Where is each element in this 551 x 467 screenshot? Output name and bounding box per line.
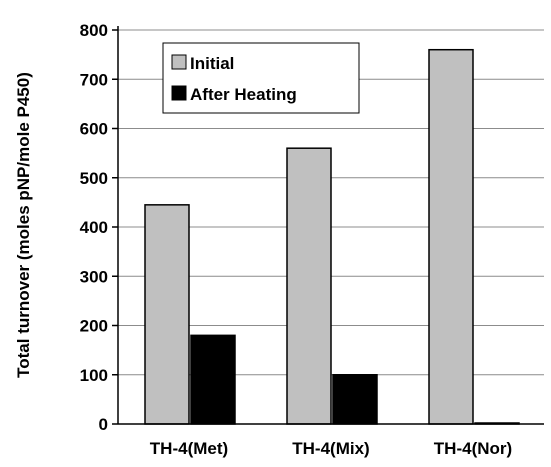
y-tick-label: 300 (80, 267, 108, 286)
y-tick-label: 400 (80, 218, 108, 237)
bar-after-heating-1 (332, 374, 378, 425)
x-tick-label: TH-4(Nor) (434, 439, 512, 458)
x-tick-label: TH-4(Met) (150, 439, 228, 458)
y-tick-label: 600 (80, 120, 108, 139)
bar-initial-0 (144, 204, 190, 425)
x-tick-labels: TH-4(Met) TH-4(Mix) TH-4(Nor) (150, 439, 512, 458)
y-tick-label: 700 (80, 70, 108, 89)
legend-box (162, 42, 360, 114)
axes (117, 26, 544, 425)
bar-initial-2 (428, 48, 474, 425)
y-tick-label: 200 (80, 317, 108, 336)
legend: Initial After Heating (162, 42, 360, 114)
y-tick-label: 100 (80, 366, 108, 385)
y-tick-label: 0 (99, 415, 108, 434)
legend-label-initial: Initial (190, 54, 234, 73)
bar-after-heating-0 (190, 334, 236, 425)
legend-label-after-heating: After Heating (190, 85, 297, 104)
bar-initial-1 (286, 147, 332, 425)
bars (144, 48, 520, 425)
y-tick-label: 500 (80, 169, 108, 188)
legend-swatch-after-heating (171, 85, 187, 101)
y-tick-label: 800 (80, 21, 108, 40)
x-tick-label: TH-4(Mix) (292, 439, 369, 458)
y-axis-title: Total turnover (moles pNP/mole P450) (14, 72, 33, 378)
legend-swatch-initial (171, 54, 187, 70)
y-tick-labels: 0 100 200 300 400 500 600 700 800 (80, 21, 118, 434)
